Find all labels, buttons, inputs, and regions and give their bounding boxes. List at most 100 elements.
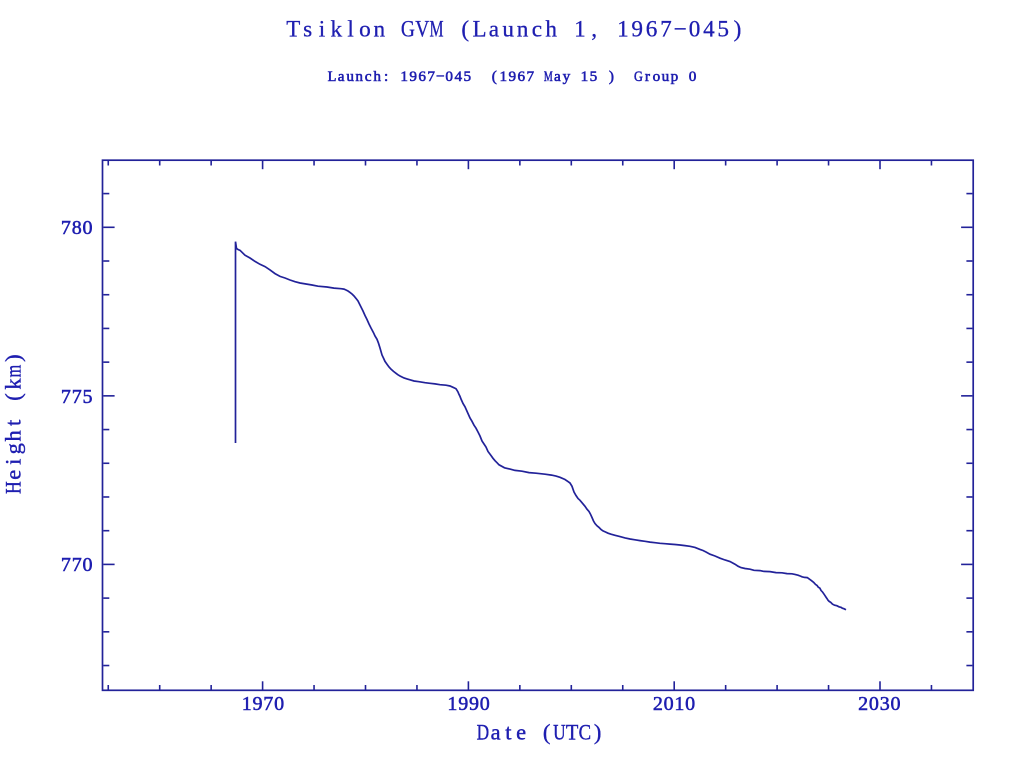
svg-text:V: V [415, 17, 429, 43]
svg-text:(: ( [543, 720, 551, 745]
svg-text:T: T [566, 720, 579, 745]
svg-text:1: 1 [499, 68, 507, 85]
svg-text:4: 4 [703, 17, 715, 43]
svg-text:7: 7 [61, 217, 71, 239]
svg-text:c: c [532, 17, 542, 43]
svg-text:,: , [591, 17, 597, 43]
svg-text:t: t [505, 720, 512, 745]
svg-text:1: 1 [447, 693, 457, 715]
svg-text:): ) [609, 68, 614, 85]
svg-text:0: 0 [890, 693, 900, 715]
svg-text:0: 0 [664, 693, 674, 715]
svg-text:5: 5 [717, 17, 729, 43]
svg-text:e: e [1, 470, 26, 480]
svg-text:0: 0 [869, 693, 879, 715]
svg-text:0: 0 [685, 693, 695, 715]
svg-text:): ) [734, 17, 742, 43]
svg-text:C: C [579, 720, 591, 745]
svg-text:r: r [645, 68, 650, 85]
svg-text:9: 9 [509, 68, 517, 85]
svg-text:n: n [355, 68, 363, 85]
svg-text:0: 0 [689, 17, 701, 43]
svg-text:H: H [1, 481, 26, 494]
svg-text:9: 9 [469, 693, 479, 715]
svg-text:0: 0 [445, 68, 453, 85]
svg-text:0: 0 [274, 693, 284, 715]
svg-text:7: 7 [61, 554, 71, 576]
svg-text:M: M [544, 68, 553, 85]
svg-text:o: o [359, 17, 371, 43]
svg-text:1: 1 [617, 17, 629, 43]
svg-text:(: ( [461, 17, 469, 43]
svg-text:7: 7 [72, 554, 82, 576]
svg-text:1: 1 [400, 68, 408, 85]
svg-text:6: 6 [418, 68, 426, 85]
svg-text:1: 1 [581, 68, 589, 85]
svg-text:(: ( [492, 68, 497, 85]
svg-text:9: 9 [253, 693, 263, 715]
svg-text:D: D [477, 720, 489, 745]
svg-text:0: 0 [82, 217, 92, 239]
svg-text:t: t [1, 419, 26, 426]
svg-text:i: i [319, 17, 325, 43]
svg-text:M: M [430, 17, 444, 43]
svg-text:g: g [1, 443, 26, 454]
svg-text:h: h [373, 68, 381, 85]
svg-text:i: i [1, 459, 26, 465]
svg-text:9: 9 [631, 17, 643, 43]
svg-text:u: u [502, 17, 514, 43]
svg-text:L: L [328, 68, 337, 85]
svg-text:−: − [674, 17, 687, 43]
svg-text:k: k [1, 378, 26, 390]
svg-text:l: l [347, 17, 353, 43]
svg-text:7: 7 [527, 68, 535, 85]
svg-text:u: u [662, 68, 670, 85]
svg-text:u: u [346, 68, 354, 85]
svg-text:h: h [545, 17, 557, 43]
svg-text:1: 1 [674, 693, 684, 715]
svg-text:U: U [553, 720, 565, 745]
svg-text:2: 2 [653, 693, 663, 715]
svg-text:8: 8 [72, 217, 82, 239]
svg-text:y: y [563, 68, 571, 85]
svg-text:T: T [286, 17, 300, 43]
svg-text:5: 5 [590, 68, 598, 85]
svg-text:0: 0 [82, 554, 92, 576]
svg-text:7: 7 [263, 693, 273, 715]
svg-text:5: 5 [82, 386, 92, 408]
svg-text:(: ( [1, 393, 26, 401]
svg-text:1: 1 [242, 693, 252, 715]
svg-text:6: 6 [646, 17, 658, 43]
svg-text:0: 0 [689, 68, 697, 85]
svg-text:4: 4 [454, 68, 462, 85]
svg-text:c: c [365, 68, 372, 85]
svg-text:6: 6 [518, 68, 526, 85]
svg-text:): ) [1, 354, 26, 362]
svg-text:9: 9 [458, 693, 468, 715]
svg-text:L: L [473, 17, 487, 43]
svg-text::: : [384, 68, 388, 85]
svg-text:a: a [338, 68, 345, 85]
svg-text:G: G [401, 17, 415, 43]
svg-text:h: h [1, 430, 26, 441]
svg-text:−: − [436, 68, 445, 85]
svg-text:5: 5 [463, 68, 471, 85]
svg-text:e: e [516, 720, 526, 745]
svg-text:a: a [489, 17, 499, 43]
svg-text:p: p [671, 68, 679, 85]
svg-text:): ) [594, 720, 602, 745]
svg-text:2: 2 [858, 693, 868, 715]
svg-text:1: 1 [574, 17, 586, 43]
svg-text:0: 0 [480, 693, 490, 715]
svg-text:7: 7 [61, 386, 71, 408]
svg-text:7: 7 [660, 17, 672, 43]
svg-text:k: k [330, 17, 342, 43]
svg-text:m: m [1, 364, 26, 377]
svg-text:3: 3 [880, 693, 890, 715]
svg-text:s: s [303, 17, 312, 43]
svg-text:n: n [517, 17, 529, 43]
svg-text:9: 9 [409, 68, 417, 85]
svg-text:a: a [491, 720, 501, 745]
svg-text:n: n [373, 17, 385, 43]
svg-text:a: a [554, 68, 561, 85]
